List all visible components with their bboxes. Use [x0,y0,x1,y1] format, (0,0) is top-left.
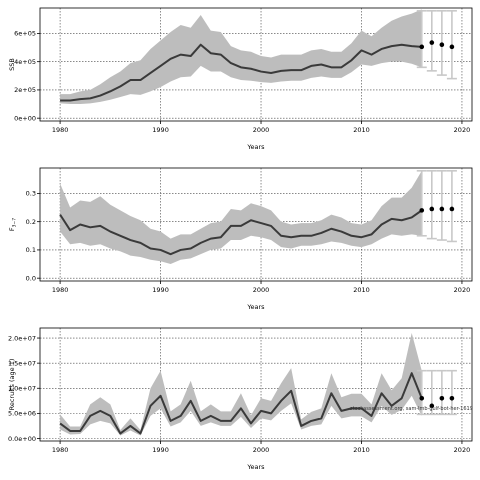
y-axis-label: F3−7 [8,218,18,231]
confidence-band [60,333,422,436]
projection-point [439,206,445,212]
estimate-line [59,209,423,256]
x-tick-label: 1980 [52,286,69,294]
projection-point [439,396,445,401]
panel-2: 1980 1990 2000 2010 2020 0.0 0.1 0.2 0.3 Years F3−… [8,167,473,311]
y-tick-label: 1.5e+07 [8,359,36,367]
y-tick-label: 0.2 [26,218,36,226]
projection-point [439,42,445,48]
x-tick-label: 2020 [454,286,471,294]
x-axis-label: Years [246,303,265,311]
projection-point [429,403,435,409]
projection-point [419,396,425,401]
y-tick-label: 0.1 [26,246,36,254]
projection-point [449,206,455,212]
projection-point [419,44,425,50]
confidence-band [60,170,422,265]
x-axis-label: Years [246,143,265,151]
x-tick-label: 2010 [353,126,370,134]
projection-point [449,396,455,401]
projection-point [429,40,435,45]
x-tick-label: 2020 [454,446,471,454]
x-tick-label: 2010 [353,286,370,294]
x-tick-label: 2020 [454,126,471,134]
y-tick-label: 2e+05 [14,86,36,94]
y-axis-label: Recruits (age 1) [8,359,16,411]
projection-point [429,206,435,212]
projection-point [449,44,455,50]
projection-point [419,208,425,213]
x-tick-label: 1990 [152,286,169,294]
x-tick-label: 1980 [52,126,69,134]
y-tick-label: 0.0e+00 [8,435,36,443]
x-tick-label: 2000 [253,446,270,454]
annotation-text: stockassessment.org, sam-lmb-gulf-bot-he… [350,406,473,412]
y-tick-label: 0.3 [26,190,36,198]
confidence-band [60,9,422,105]
estimate-line [60,43,422,102]
y-axis-label-subscript: 3−7 [12,218,18,228]
y-tick-label: 2.0e+07 [8,334,36,342]
y-axis-label: SSB [8,58,16,71]
plot-frame [39,7,473,122]
x-tick-label: 2000 [253,286,270,294]
y-tick-label: 4e+05 [14,58,36,66]
x-tick-label: 2010 [353,446,370,454]
y-tick-label: 6e+05 [14,30,36,38]
y-tick-label: 5.0e+06 [8,410,36,418]
x-tick-label: 1980 [52,446,69,454]
y-tick-label: 0.0 [26,274,36,282]
x-tick-label: 1990 [152,126,169,134]
estimate-line [59,372,423,435]
panel-1: 1980 1990 2000 2010 2020 0e+00 2e+05 4e+05 6e+05… [8,7,473,151]
y-tick-label: 0e+00 [14,114,36,122]
plot-frame [39,167,473,282]
y-tick-label: 1.0e+07 [8,385,36,393]
x-tick-label: 1990 [152,446,169,454]
plot-frame [39,327,473,442]
x-tick-label: 2000 [253,126,270,134]
panel-3: 1980 1990 2000 2010 2020 0.0e+00 5.0e+06 1.0e+0… [8,327,473,471]
x-axis-label: Years [246,463,265,471]
